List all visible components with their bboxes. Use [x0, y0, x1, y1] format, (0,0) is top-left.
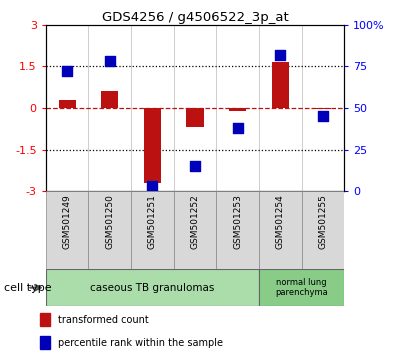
Bar [302, 191, 344, 269]
Point [107, 58, 113, 64]
Text: transformed count: transformed count [58, 315, 148, 325]
Bar [217, 191, 259, 269]
Bar [259, 269, 344, 306]
Bar [88, 191, 131, 269]
Bar [101, 91, 118, 108]
Bar [46, 191, 88, 269]
Text: GSM501250: GSM501250 [105, 194, 114, 249]
Point [64, 69, 70, 74]
Title: GDS4256 / g4506522_3p_at: GDS4256 / g4506522_3p_at [101, 11, 289, 24]
Text: cell type: cell type [4, 282, 52, 293]
Text: GSM501251: GSM501251 [148, 194, 157, 249]
Point [192, 163, 198, 169]
Text: percentile rank within the sample: percentile rank within the sample [58, 337, 223, 348]
Text: normal lung
parenchyma: normal lung parenchyma [275, 278, 328, 297]
Bar [259, 191, 302, 269]
Bar [40, 313, 50, 326]
Text: GSM501249: GSM501249 [62, 194, 72, 249]
Bar [229, 108, 246, 111]
Text: GSM501255: GSM501255 [318, 194, 328, 249]
Text: GSM501254: GSM501254 [276, 194, 285, 249]
Bar [272, 62, 289, 108]
Bar [144, 108, 161, 183]
Point [320, 113, 326, 119]
Bar [40, 336, 50, 349]
Bar [187, 108, 203, 127]
Bar [59, 99, 76, 108]
Text: GSM501253: GSM501253 [233, 194, 242, 249]
Bar [131, 191, 174, 269]
Text: caseous TB granulomas: caseous TB granulomas [90, 282, 215, 293]
Point [277, 52, 283, 58]
Bar [46, 269, 259, 306]
Text: GSM501252: GSM501252 [191, 194, 199, 249]
Bar [314, 108, 332, 109]
Point [149, 183, 156, 189]
Bar [174, 191, 217, 269]
Point [234, 125, 241, 131]
